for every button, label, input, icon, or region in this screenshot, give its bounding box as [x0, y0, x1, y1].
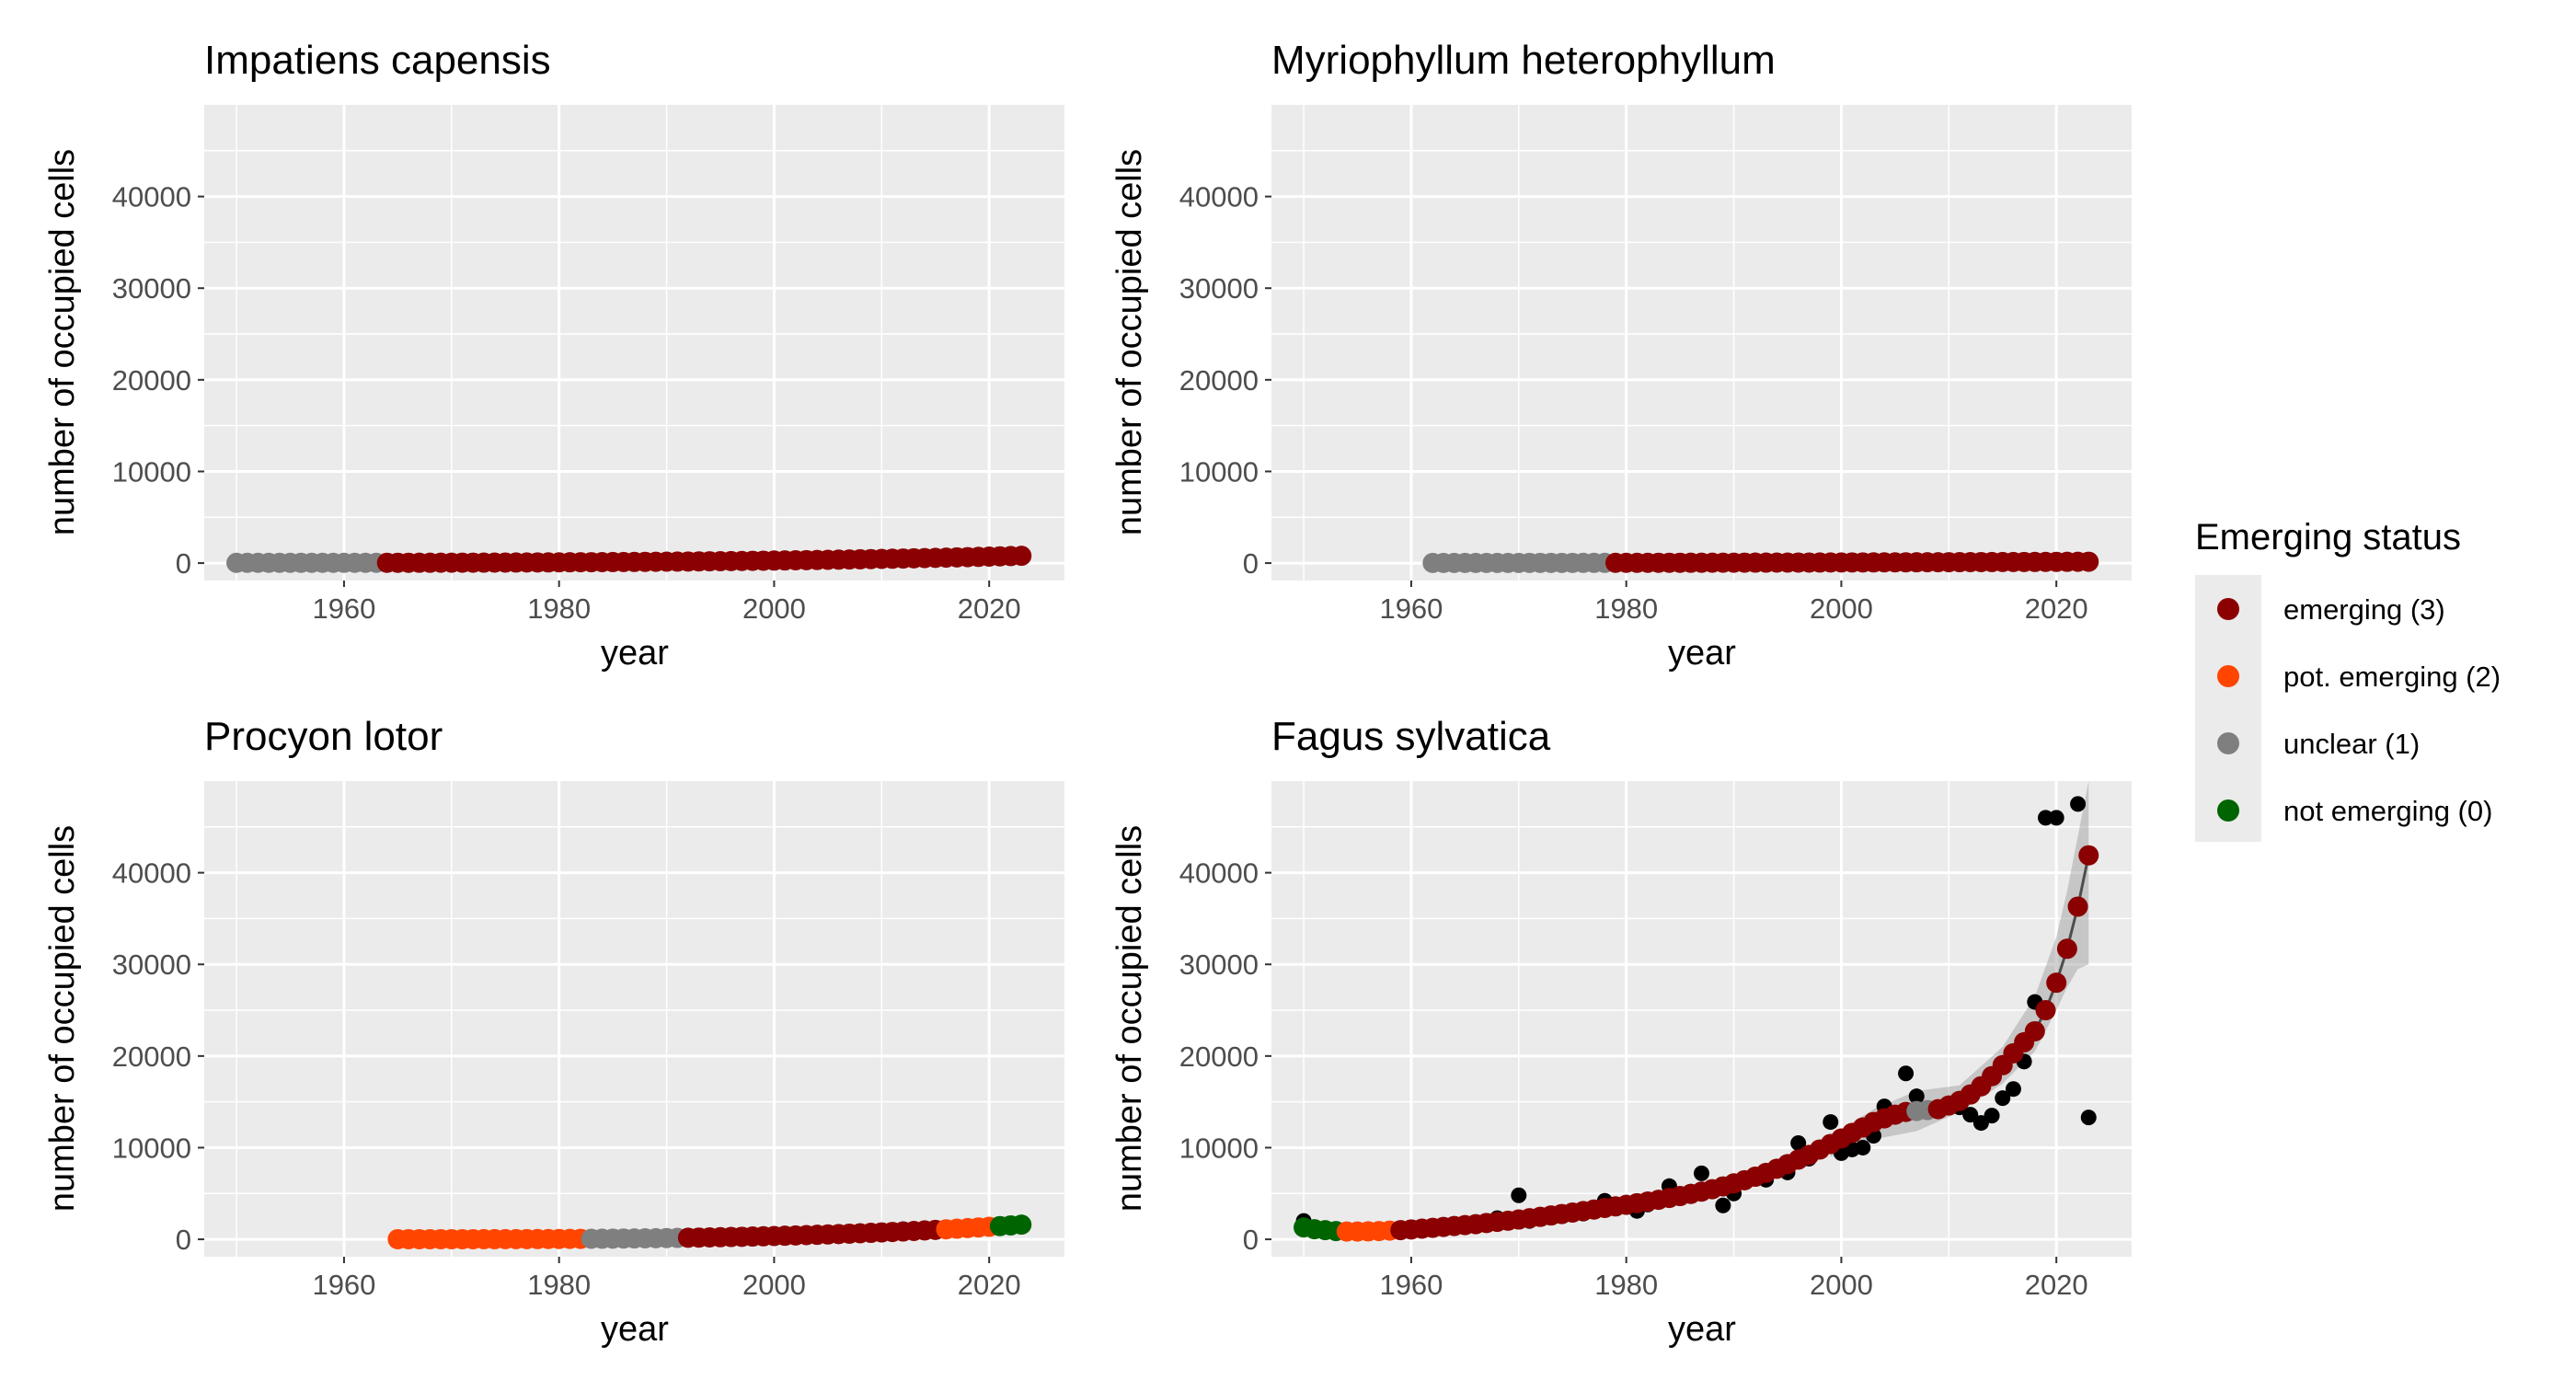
- x-tick-label: 1960: [312, 1269, 375, 1301]
- observed-point: [1790, 1134, 1807, 1151]
- y-tick-label: 40000: [1179, 181, 1259, 213]
- fitted-point: [2035, 1000, 2056, 1021]
- y-axis-title: number of occupied cells: [1110, 149, 1149, 535]
- y-tick-label: 10000: [1179, 455, 1259, 488]
- x-tick-label: 1960: [1379, 1269, 1443, 1301]
- legend-label-unclear: unclear (1): [2283, 728, 2420, 760]
- x-tick-label: 2000: [1810, 592, 1873, 625]
- y-tick-label: 0: [176, 547, 191, 580]
- y-tick-label: 20000: [1179, 364, 1259, 397]
- x-tick-label: 2000: [742, 592, 806, 625]
- fitted-point: [2056, 938, 2077, 960]
- observed-point: [1962, 1107, 1979, 1123]
- legend-key-not-emerging: [2217, 799, 2239, 822]
- y-tick-label: 20000: [112, 364, 191, 397]
- legend-key-emerging: [2217, 598, 2239, 620]
- observed-point: [2080, 1110, 2097, 1126]
- x-axis-title: year: [1668, 1310, 1736, 1349]
- y-tick-label: 40000: [112, 857, 191, 890]
- plot-background: [204, 105, 1064, 581]
- fitted-point: [2067, 896, 2088, 917]
- y-tick-label: 10000: [1179, 1132, 1259, 1164]
- fitted-point: [1011, 546, 1032, 567]
- chart-marks: [1271, 781, 2132, 1257]
- x-tick-label: 2020: [2025, 1269, 2088, 1301]
- x-tick-label: 1960: [1379, 592, 1443, 625]
- fitted-point: [2078, 551, 2099, 572]
- x-tick-label: 2020: [958, 592, 1021, 625]
- observed-point: [2048, 810, 2064, 826]
- panel-title: Myriophyllum heterophyllum: [1271, 38, 1776, 83]
- y-tick-label: 10000: [112, 1132, 191, 1164]
- x-tick-label: 2020: [958, 1269, 1021, 1301]
- observed-point: [1511, 1187, 1527, 1203]
- chart-marks: [204, 781, 1064, 1257]
- observed-point: [1984, 1108, 2000, 1124]
- panel-title: Fagus sylvatica: [1271, 714, 1551, 759]
- fitted-point: [2046, 972, 2067, 994]
- observed-point: [1995, 1090, 2011, 1107]
- panel-title: Procyon lotor: [204, 714, 443, 759]
- y-axis-title: number of occupied cells: [43, 825, 82, 1212]
- observed-point: [1908, 1088, 1925, 1105]
- legend-label-pot-emerging: pot. emerging (2): [2283, 661, 2501, 693]
- y-tick-label: 30000: [1179, 949, 1259, 981]
- y-axis-title: number of occupied cells: [43, 149, 82, 535]
- panel-myriophyllum-heterophyllum: Myriophyllum heterophyllum year number o…: [1110, 38, 2132, 673]
- legend: Emerging status emerging (3) pot. emergi…: [2195, 517, 2501, 842]
- fitted-point: [2078, 845, 2099, 866]
- legend-label-not-emerging: not emerging (0): [2283, 795, 2492, 827]
- x-tick-label: 2000: [1810, 1269, 1873, 1301]
- panel-title: Impatiens capensis: [204, 38, 551, 83]
- y-tick-label: 0: [176, 1224, 191, 1256]
- observed-point: [2038, 810, 2053, 826]
- observed-point: [2070, 796, 2087, 812]
- x-tick-label: 1980: [527, 1269, 591, 1301]
- y-tick-label: 0: [1243, 1224, 1259, 1256]
- x-tick-label: 1980: [1594, 592, 1658, 625]
- panel-fagus-sylvatica: Fagus sylvatica year number of occupied …: [1110, 714, 2132, 1349]
- x-tick-label: 2020: [2025, 592, 2088, 625]
- panel-procyon-lotor: Procyon lotor year number of occupied ce…: [43, 714, 1064, 1349]
- y-tick-label: 30000: [1179, 272, 1259, 305]
- legend-key-unclear: [2217, 732, 2239, 754]
- legend-key-pot-emerging: [2217, 665, 2239, 687]
- legend-label-emerging: emerging (3): [2283, 593, 2445, 626]
- panel-impatiens-capensis: Impatiens capensis year number of occupi…: [43, 38, 1064, 673]
- plot-background: [204, 781, 1064, 1257]
- y-tick-label: 10000: [112, 455, 191, 488]
- y-tick-label: 40000: [1179, 857, 1259, 890]
- plot-background: [1271, 105, 2132, 581]
- x-tick-label: 1980: [527, 592, 591, 625]
- observed-point: [1855, 1139, 1871, 1156]
- x-tick-label: 2000: [742, 1269, 806, 1301]
- chart-marks: [204, 105, 1064, 581]
- fitted-point: [1011, 1214, 1032, 1236]
- y-tick-label: 30000: [112, 949, 191, 981]
- fitted-point: [2024, 1020, 2045, 1041]
- y-tick-label: 0: [1243, 547, 1259, 580]
- observed-point: [1823, 1114, 1839, 1131]
- x-tick-label: 1980: [1594, 1269, 1658, 1301]
- observed-point: [1715, 1197, 1731, 1213]
- observed-point: [1694, 1165, 1709, 1181]
- observed-point: [2005, 1081, 2021, 1098]
- y-tick-label: 40000: [112, 181, 191, 213]
- observed-point: [1898, 1065, 1915, 1082]
- legend-title: Emerging status: [2195, 517, 2461, 558]
- chart-marks: [1271, 105, 2132, 581]
- x-tick-label: 1960: [312, 592, 375, 625]
- y-axis-title: number of occupied cells: [1110, 825, 1149, 1212]
- y-tick-label: 30000: [112, 272, 191, 305]
- y-tick-label: 20000: [112, 1041, 191, 1073]
- y-tick-label: 20000: [1179, 1041, 1259, 1073]
- x-axis-title: year: [601, 634, 669, 673]
- x-axis-title: year: [1668, 634, 1736, 673]
- x-axis-title: year: [601, 1310, 669, 1349]
